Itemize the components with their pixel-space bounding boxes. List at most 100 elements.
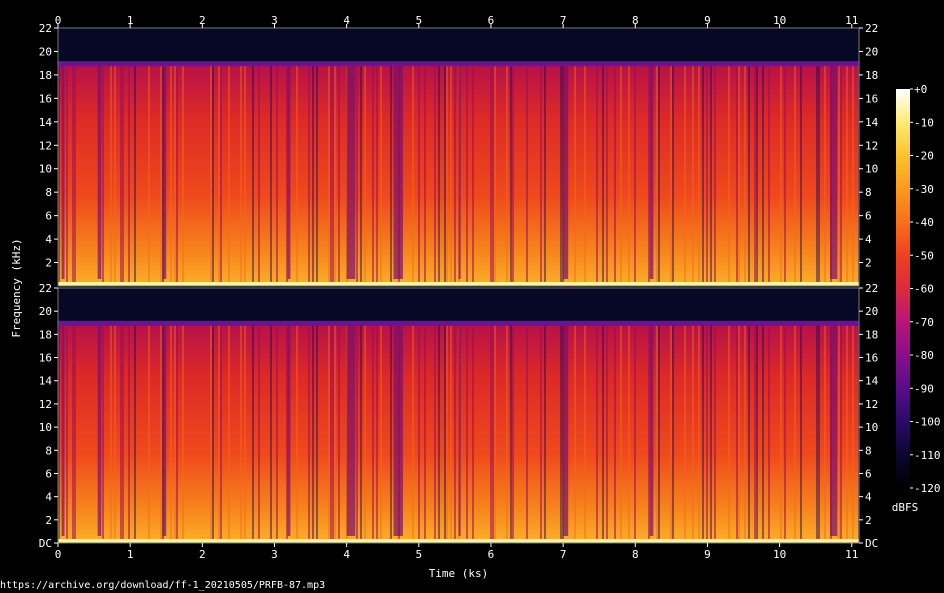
y-tick-label: 20 — [865, 45, 878, 58]
colorbar-tick-label: -120 — [914, 482, 941, 495]
x-tick-label: 9 — [704, 14, 711, 27]
y-tick-label: 16 — [865, 352, 878, 365]
y-tick-label: 12 — [865, 139, 878, 152]
y-tick-label: 18 — [39, 69, 52, 82]
x-tick-label: 1 — [127, 548, 134, 561]
y-tick-label: 10 — [39, 163, 52, 176]
plot-area — [58, 28, 860, 543]
dc-line — [58, 282, 859, 286]
y-tick-label: 6 — [45, 210, 52, 223]
x-tick-label: 7 — [560, 14, 567, 27]
colorbar-tick-label: -100 — [914, 416, 941, 429]
plot-frame — [57, 287, 860, 544]
y-tick-label: 10 — [865, 163, 878, 176]
y-tick-label: DC — [865, 537, 878, 550]
x-tick-label: 0 — [55, 14, 62, 27]
y-tick-label: 8 — [865, 186, 872, 199]
y-tick-label: 22 — [39, 22, 52, 35]
x-tick-label: 6 — [488, 548, 495, 561]
y-tick-label: 4 — [865, 491, 872, 504]
colorbar-tick-label: -40 — [914, 216, 934, 229]
y-tick-label: 22 — [39, 282, 52, 295]
y-tick-label: 20 — [39, 305, 52, 318]
y-tick-label: 12 — [865, 398, 878, 411]
y-tick-label: 22 — [865, 22, 878, 35]
x-tick-label: 8 — [632, 14, 639, 27]
x-tick-label: 2 — [199, 548, 206, 561]
source-url: https://archive.org/download/ff-1_202105… — [0, 580, 326, 591]
y-tick-label: DC — [39, 537, 52, 550]
y-tick-label: 20 — [865, 305, 878, 318]
y-tick-label: 14 — [865, 375, 879, 388]
y-tick-label: 4 — [45, 491, 52, 504]
y-tick-label: 16 — [865, 92, 878, 105]
y-tick-label: 18 — [865, 328, 878, 341]
x-tick-label: 1 — [127, 14, 134, 27]
x-tick-label: 7 — [560, 548, 567, 561]
y-tick-label: 14 — [39, 116, 53, 129]
colorbar-label: dBFS — [892, 501, 919, 514]
x-tick-label: 2 — [199, 14, 206, 27]
y-tick-label: 6 — [865, 467, 872, 480]
dc-line — [58, 539, 859, 543]
colorbar-tick-label: -50 — [914, 249, 934, 262]
y-tick-label: 16 — [39, 352, 52, 365]
colorbar-tick-label: -90 — [914, 382, 934, 395]
x-tick-label: 4 — [343, 548, 350, 561]
x-axis-label: Time (ks) — [429, 567, 489, 580]
y-tick-label: 6 — [45, 467, 52, 480]
y-tick-label: 4 — [45, 233, 52, 246]
y-tick-label: 2 — [45, 514, 52, 527]
x-tick-label: 6 — [488, 14, 495, 27]
y-tick-label: 10 — [865, 421, 878, 434]
y-tick-label: 18 — [39, 328, 52, 341]
x-tick-label: 0 — [55, 548, 62, 561]
x-tick-label: 4 — [343, 14, 350, 27]
colorbar-tick-label: -110 — [914, 449, 941, 462]
x-tick-label: 11 — [845, 14, 858, 27]
x-tick-label: 11 — [845, 548, 858, 561]
y-tick-label: 18 — [865, 69, 878, 82]
plot-frame — [57, 27, 860, 287]
cutoff-edge — [58, 320, 859, 326]
y-tick-label: 20 — [39, 45, 52, 58]
y-tick-label: 22 — [865, 282, 878, 295]
x-tick-label: 9 — [704, 548, 711, 561]
y-tick-label: 8 — [865, 444, 872, 457]
x-tick-label: 3 — [271, 14, 278, 27]
x-tick-label: 8 — [632, 548, 639, 561]
colorbar-tick-label: -30 — [914, 183, 934, 196]
y-tick-label: 2 — [865, 514, 872, 527]
y-tick-label: 12 — [39, 139, 52, 152]
y-tick-label: 16 — [39, 92, 52, 105]
colorbar-tick-label: -70 — [914, 316, 934, 329]
colorbar: +0 -10 -20 -30 -40 -50 -60 -70 -80 -90 -100 -110 -12… — [892, 83, 941, 514]
colorbar-tick-label: -10 — [914, 116, 934, 129]
texture-streaks — [58, 66, 860, 286]
colorbar-tick-label: -60 — [914, 283, 934, 296]
x-tick-label: 10 — [773, 548, 786, 561]
x-tick-label: 3 — [271, 548, 278, 561]
channel-1-spectrogram — [58, 28, 860, 286]
channel-2-spectrogram — [58, 288, 860, 543]
x-tick-label: 5 — [415, 548, 422, 561]
y-tick-label: 8 — [45, 186, 52, 199]
colorbar-tick-label: -20 — [914, 150, 934, 163]
x-tick-label: 5 — [415, 14, 422, 27]
y-tick-label: 14 — [39, 375, 53, 388]
y-tick-label: 8 — [45, 444, 52, 457]
colorbar-strip — [896, 89, 910, 488]
colorbar-tick-label: +0 — [914, 83, 927, 96]
y-axis-label: Frequency (kHz) — [10, 238, 23, 337]
cutoff-edge — [58, 61, 859, 67]
y-tick-label: 2 — [865, 257, 872, 270]
x-tick-label: 10 — [773, 14, 786, 27]
colorbar-tick-label: -80 — [914, 349, 934, 362]
y-tick-label: 12 — [39, 398, 52, 411]
y-tick-label: 6 — [865, 210, 872, 223]
y-tick-label: 4 — [865, 233, 872, 246]
y-tick-label: 14 — [865, 116, 879, 129]
y-tick-label: 2 — [45, 257, 52, 270]
